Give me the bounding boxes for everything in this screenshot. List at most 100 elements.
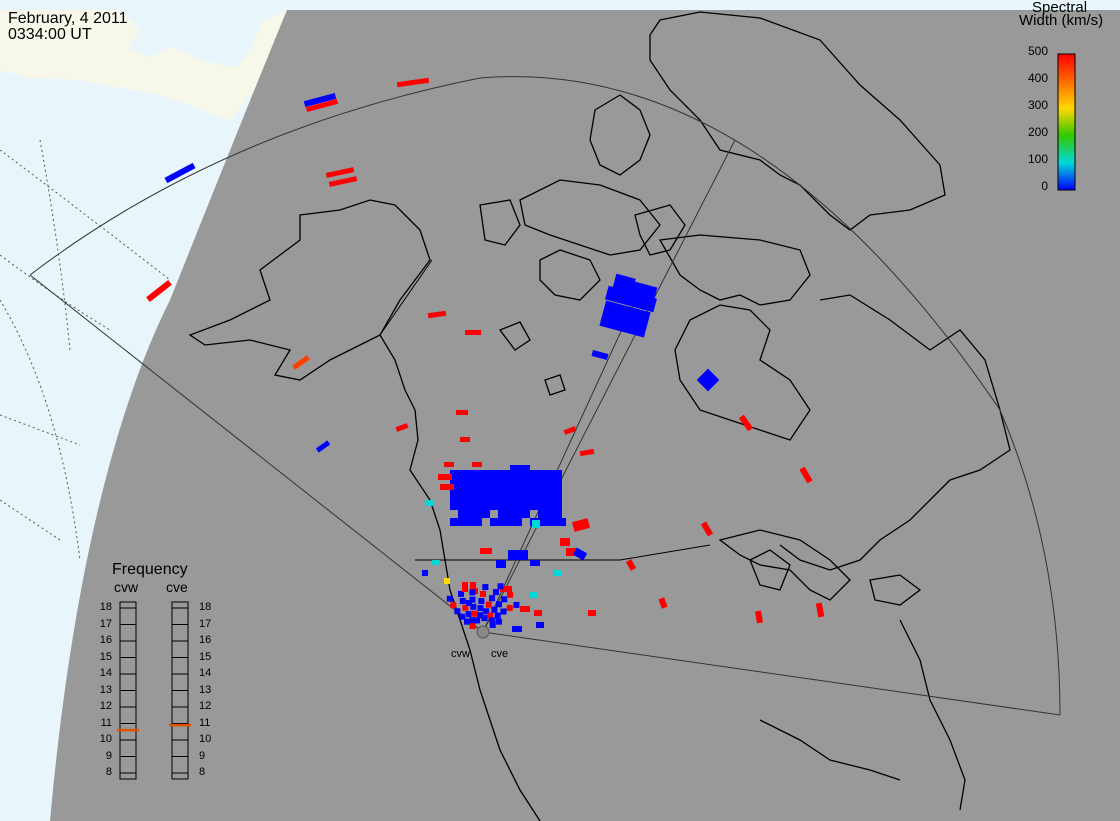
scatter-cell	[432, 560, 440, 565]
frequency-tick-left: 14	[99, 667, 112, 679]
colorbar-tick-500: 500	[1027, 44, 1048, 58]
scatter-cell	[799, 466, 813, 484]
colorbar-title-line1: Spectral	[1032, 0, 1088, 16]
scatter-cell	[588, 610, 596, 616]
frequency-tick-right: 13	[199, 683, 212, 696]
scatter-cell	[538, 510, 546, 518]
frequency-tick-left: 17	[99, 617, 112, 630]
scatter-cell	[514, 518, 522, 526]
scatter-cell	[489, 621, 496, 628]
scatter-cell	[554, 570, 562, 576]
scatter-cell	[530, 470, 538, 478]
scatter-cell	[498, 470, 506, 478]
scatter-cell	[546, 518, 554, 526]
scatter-cell	[566, 548, 576, 556]
scatter-cell	[498, 478, 506, 486]
scatter-cell	[472, 462, 482, 467]
scatter-cell	[755, 610, 763, 624]
scatter-cell	[426, 500, 434, 506]
frequency-tick-left: 16	[99, 634, 112, 646]
scatter-cell	[591, 350, 609, 360]
scatter-cell	[450, 602, 457, 609]
scatter-cell	[538, 502, 546, 510]
scatter-cell	[490, 486, 498, 494]
scatter-cell	[396, 77, 430, 88]
frequency-tick-right: 12	[199, 700, 212, 712]
scatter-cell	[446, 595, 453, 602]
scatter-cell	[395, 423, 409, 432]
scatter-cell	[513, 601, 520, 608]
scatter-cell	[554, 470, 562, 478]
frequency-tick-left: 11	[100, 716, 112, 729]
scatter-cell	[530, 494, 538, 502]
frequency-tick-right: 15	[199, 650, 212, 663]
scatter-cell	[496, 601, 502, 608]
scatter-cell	[482, 478, 490, 486]
scatter-cell	[506, 494, 514, 502]
scatter-cell	[328, 176, 358, 187]
scatter-cell	[480, 591, 486, 597]
frequency-radar-label-cve: cve	[166, 579, 188, 595]
scatter-cell	[454, 608, 461, 615]
colorbar	[1057, 53, 1076, 191]
scatter-cell	[506, 478, 514, 486]
frequency-tick-right: 17	[199, 617, 212, 630]
scatter-cell	[563, 426, 577, 435]
scatter-cell	[469, 617, 476, 624]
scatter-cell	[658, 597, 668, 609]
scatter-cell	[474, 478, 482, 486]
scatter-cell	[599, 300, 651, 338]
scatter-cell	[506, 470, 514, 478]
scatter-cell	[490, 470, 498, 478]
scatter-cell	[482, 502, 490, 510]
scatter-cell	[512, 626, 522, 632]
scatter-cell	[466, 486, 474, 494]
scatter-cell	[450, 502, 458, 510]
scatter-cell	[482, 486, 490, 494]
frequency-tick-left: 10	[99, 733, 112, 745]
scatter-cell	[530, 478, 538, 486]
scatter-cell	[469, 596, 476, 603]
scatter-cell	[540, 480, 554, 500]
scatter-cell	[489, 617, 496, 624]
scatter-cell	[422, 570, 428, 576]
scatter-cell	[465, 611, 472, 618]
scatter-cell	[507, 591, 514, 598]
scatter-cell	[506, 510, 514, 518]
scatter-cell	[474, 502, 482, 510]
scatter-cell	[514, 510, 522, 518]
scatter-cell	[530, 502, 538, 510]
scatter-cell	[500, 608, 507, 615]
scatter-cell	[572, 547, 588, 561]
scatter-cell	[530, 560, 540, 566]
colorbar-tick-100: 100	[1027, 152, 1048, 166]
frequency-tick-left: 8	[105, 766, 112, 778]
scatter-cell	[480, 548, 492, 554]
scatter-cell	[450, 518, 458, 526]
colorbar-title-line2: Width (km/s)	[1019, 12, 1104, 29]
scatter-cell	[520, 606, 530, 612]
scatter-cell	[506, 502, 514, 510]
scatter-cell	[530, 486, 538, 494]
scatter-cell	[534, 610, 542, 616]
frequency-tick-left: 12	[99, 700, 112, 712]
frequency-tick-left: 15	[99, 650, 112, 663]
scatter-cell	[466, 518, 474, 526]
scatter-cell	[466, 502, 474, 510]
scatter-cell	[492, 589, 499, 596]
scatter-cell	[554, 510, 562, 518]
scatter-cell	[474, 510, 482, 518]
scatter-cell	[482, 584, 489, 591]
scatter-cell	[483, 608, 490, 615]
frequency-tick-right: 10	[199, 733, 212, 745]
scatter-cell	[465, 330, 481, 335]
scatter-cell	[466, 510, 474, 518]
scatter-cell	[546, 510, 554, 518]
scatter-cell	[470, 603, 477, 610]
scatter-cell	[440, 484, 454, 490]
frequency-tick-right: 16	[199, 634, 212, 646]
scatter-cell	[477, 612, 484, 619]
